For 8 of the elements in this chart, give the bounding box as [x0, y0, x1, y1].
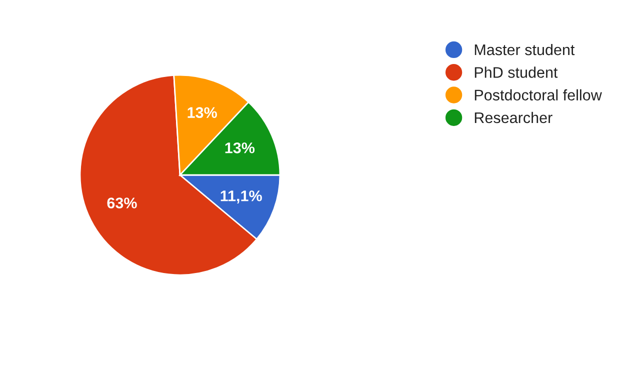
legend-label: Master student	[474, 44, 575, 56]
legend-label: Postdoctoral fellow	[474, 89, 602, 100]
data-label: 11,1%	[220, 190, 262, 204]
legend-label: PhD student	[474, 66, 558, 78]
legend-label: Researcher	[474, 112, 552, 124]
data-label: 13%	[188, 107, 217, 118]
data-label: 63%	[107, 198, 137, 208]
data-label: 13%	[225, 142, 255, 154]
